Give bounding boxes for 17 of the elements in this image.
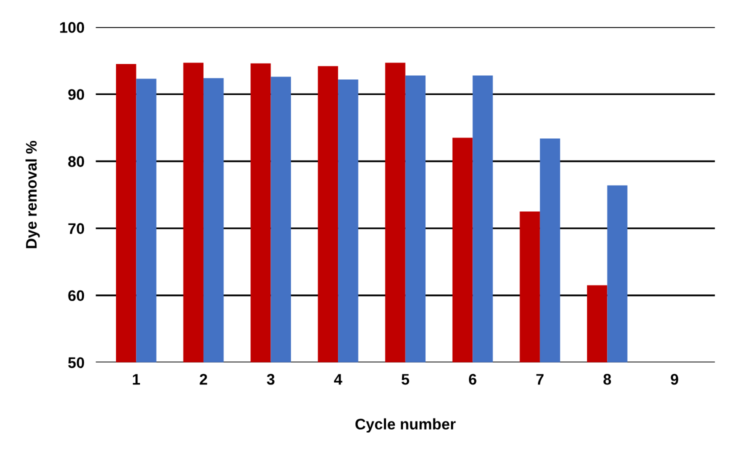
y-tick-label: 70 bbox=[68, 223, 84, 234]
x-tick-label: 8 bbox=[603, 374, 612, 385]
y-tick-label: 50 bbox=[68, 357, 84, 368]
x-tick-label: 2 bbox=[200, 374, 208, 385]
y-tick-label: 80 bbox=[68, 156, 84, 167]
x-tick-label: 6 bbox=[468, 374, 476, 385]
y-axis-title: Dye removal % bbox=[26, 140, 40, 248]
x-tick-label: 1 bbox=[132, 374, 140, 385]
y-tick-label: 90 bbox=[68, 89, 84, 100]
y-tick-label: 100 bbox=[60, 22, 84, 33]
x-tick-label: 3 bbox=[266, 374, 274, 385]
y-tick-label: 60 bbox=[68, 290, 84, 302]
x-tick-label: 9 bbox=[670, 374, 678, 385]
x-axis-title: Cycle number bbox=[355, 418, 456, 433]
x-tick-label: 4 bbox=[334, 374, 342, 385]
x-tick-label: 5 bbox=[402, 374, 410, 385]
x-tick-label: 7 bbox=[536, 374, 544, 385]
